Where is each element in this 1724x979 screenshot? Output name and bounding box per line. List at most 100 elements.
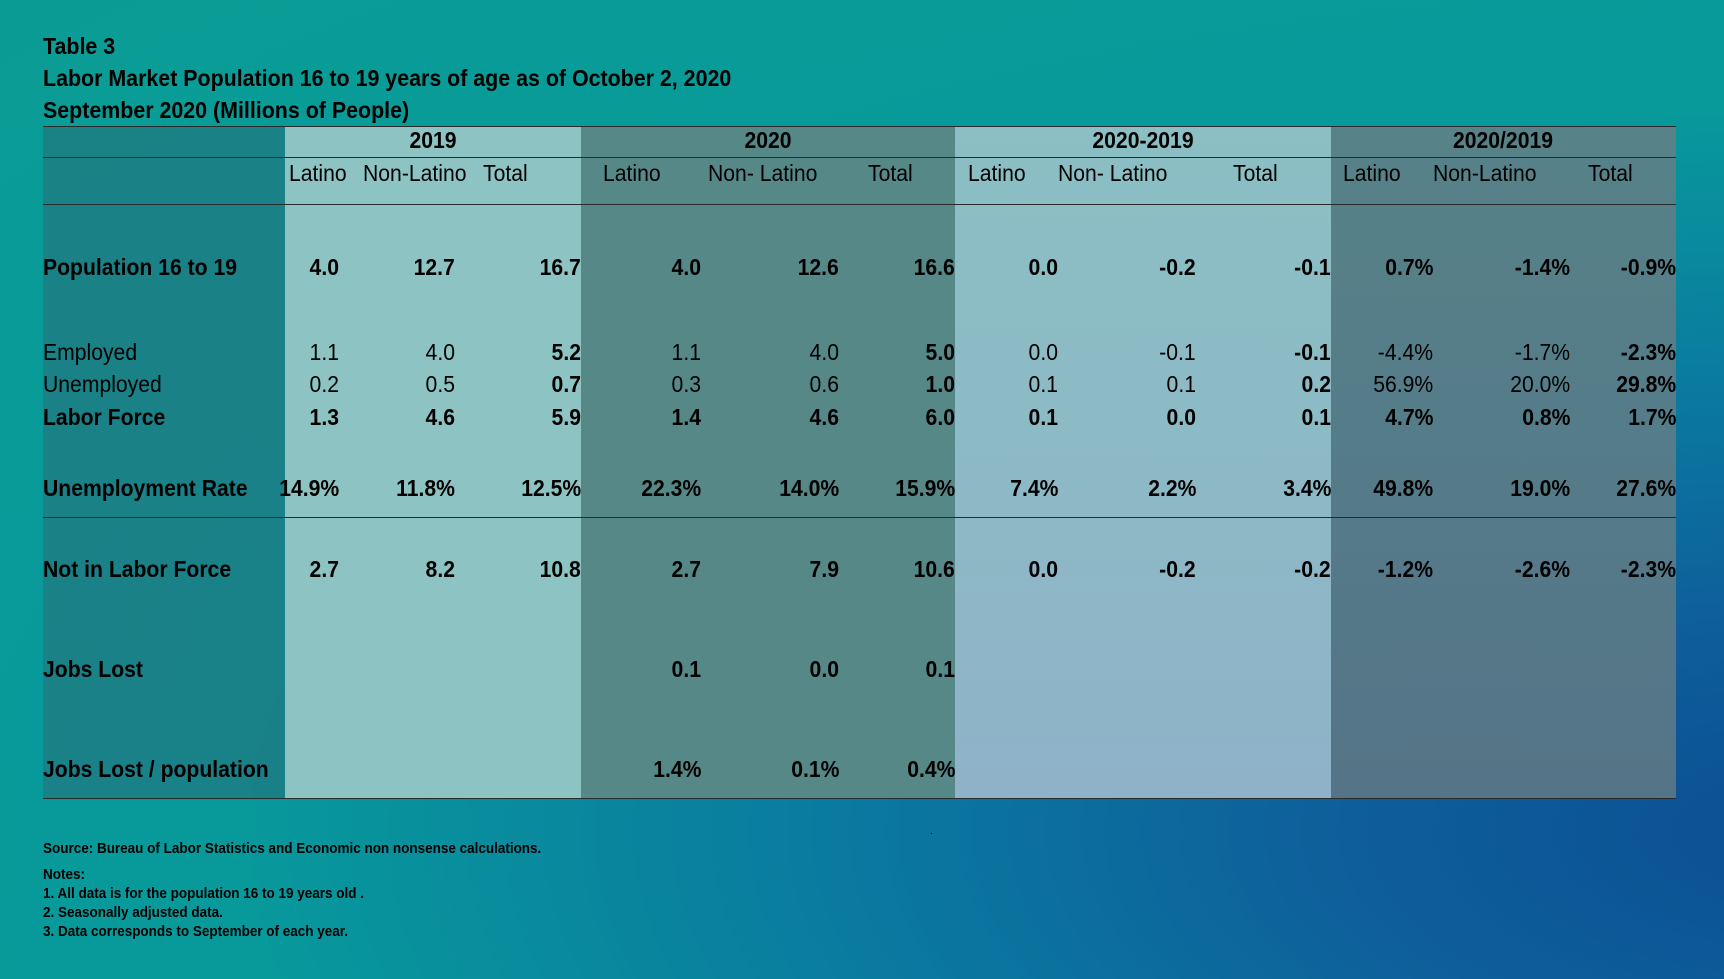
unemployment-rate-rule [43,517,1676,518]
table-cell: 5.0 [925,339,955,365]
table-cell: 6.0 [925,404,955,430]
table-cell: -0.2 [1294,556,1331,582]
table-cell: 7.4% [1009,475,1058,501]
table-cell: 12.5% [520,475,581,501]
table-cell: 7.9 [809,556,839,582]
table-cell: 2.7 [671,556,701,582]
table-cell: 3.4% [1282,475,1331,501]
band-2020 [581,126,955,798]
table-cell: -2.3% [1620,339,1676,365]
table-cell: 14.9% [278,475,339,501]
table-cell: -2.3% [1620,556,1676,582]
row-label: Unemployment Rate [43,475,248,501]
table-cell: 0.1 [1301,404,1331,430]
group-header-2019: 2019 [409,127,457,153]
table-cell: 29.8% [1615,371,1676,397]
table-cell: 4.0 [809,339,839,365]
table-cell: 4.0 [425,339,455,365]
table-cell: 1.3 [309,404,339,430]
table-cell: -2.6% [1514,556,1570,582]
table-cell: 22.3% [640,475,701,501]
table-cell: -0.1 [1294,339,1331,365]
note-2: 2. Seasonally adjusted data. [43,905,223,921]
table-cell: 5.9 [551,404,581,430]
band-2020-2019 [955,126,1331,798]
table-cell: -1.4% [1514,254,1570,280]
table-cell: 0.0 [1166,404,1196,430]
table-cell: 0.1 [671,656,701,682]
subheader-total: Total [483,160,528,186]
table-cell: 20.0% [1509,371,1570,397]
table-cell: 0.2 [309,371,339,397]
table-cell: 1.1 [309,339,339,365]
table-subtitle: September 2020 (Millions of People) [43,97,410,123]
band-2020-over-2019 [1331,126,1676,798]
subheader-non-latino: Non-Latino [1433,160,1537,186]
table-cell: -0.2 [1159,556,1196,582]
group-header-rule [43,157,1676,158]
row-label: Jobs Lost / population [43,756,269,782]
table-cell: 4.6 [425,404,455,430]
table-title-block: Table 3 Labor Market Population 16 to 19… [43,30,783,126]
table-cell: 0.1% [790,756,839,782]
subheader-latino: Latino [603,160,661,186]
table-cell: 0.0 [1028,254,1058,280]
table-cell: 4.0 [671,254,701,280]
table-cell: -1.2% [1377,556,1433,582]
group-header-2020: 2020 [744,127,792,153]
row-label: Labor Force [43,404,166,430]
table-cell: 0.1 [925,656,955,682]
row-label: Unemployed [43,371,162,397]
table-cell: -1.7% [1514,339,1570,365]
table-title: Labor Market Population 16 to 19 years o… [43,65,732,91]
table-cell: 56.9% [1372,371,1433,397]
row-label: Jobs Lost [43,656,143,682]
table-cell: 1.7% [1627,404,1676,430]
table-cell: 4.0 [309,254,339,280]
subheader-total: Total [1588,160,1633,186]
table-cell: 4.7% [1384,404,1433,430]
labor-market-table: 2019 2020 2020-2019 2020/2019 Latino Non-Lati… [43,126,1676,799]
table-top-rule [43,126,1676,127]
table-cell: 0.0 [809,656,839,682]
table-cell: 0.0 [1028,339,1058,365]
table-cell: -0.1 [1159,339,1196,365]
subheader-non-latino: Non-Latino [363,160,467,186]
table-cell: 2.2% [1147,475,1196,501]
table-cell: 0.1 [1166,371,1196,397]
table-cell: 0.8% [1521,404,1570,430]
table-cell: 0.7% [1384,254,1433,280]
table-cell: 0.7 [551,371,581,397]
subheader-total: Total [868,160,913,186]
subheader-non-latino: Non- Latino [708,160,818,186]
table-cell: -0.1 [1294,254,1331,280]
table-cell: 27.6% [1615,475,1676,501]
table-cell: 5.2 [551,339,581,365]
table-bottom-rule [43,798,1676,799]
table-cell: 16.7 [539,254,581,280]
subheader-rule [43,204,1676,205]
table-cell: 10.8 [539,556,581,582]
subheader-non-latino: Non- Latino [1058,160,1168,186]
table-cell: 2.7 [309,556,339,582]
row-label: Employed [43,339,138,365]
table-cell: 0.1 [1028,371,1058,397]
table-cell: -4.4% [1377,339,1433,365]
subheader-latino: Latino [968,160,1026,186]
stray-dot: . [930,826,933,837]
table-cell: 8.2 [425,556,455,582]
subheader-latino: Latino [289,160,347,186]
group-header-2020-over-2019: 2020/2019 [1452,127,1554,153]
table-cell: 4.6 [809,404,839,430]
table-cell: 0.6 [809,371,839,397]
table-cell: 0.3 [671,371,701,397]
table-cell: -0.2 [1159,254,1196,280]
table-cell: 0.4% [906,756,955,782]
band-2019 [285,126,581,798]
row-label: Population 16 to 19 [43,254,238,280]
table-cell: 15.9% [894,475,955,501]
table-cell: 0.1 [1028,404,1058,430]
table-cell: 19.0% [1509,475,1570,501]
label-column-band [43,126,285,798]
table-cell: 0.5 [425,371,455,397]
